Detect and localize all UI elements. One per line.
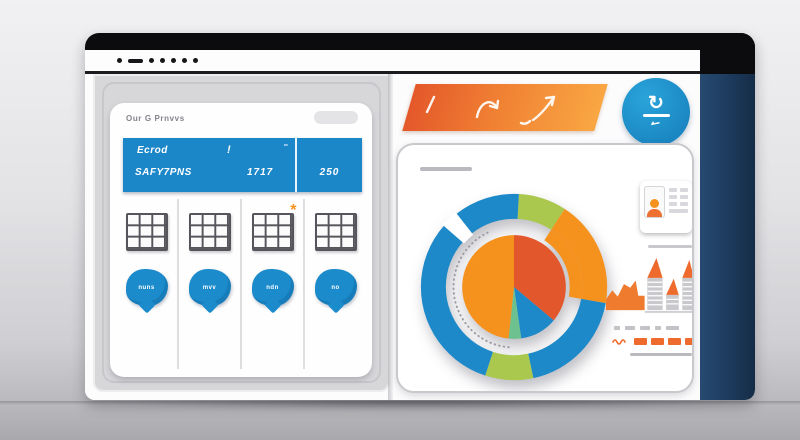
stat-side-value: 250 (319, 167, 340, 178)
sync-badge[interactable]: ↻ ↼ (622, 78, 690, 146)
calendar-column: * ndn (242, 199, 305, 369)
map-pin-icon[interactable]: no (314, 269, 357, 306)
pin-label: ndn (266, 284, 279, 291)
calendar-column: no (305, 199, 366, 369)
calendar-grid-icon[interactable]: * (251, 203, 297, 251)
device-corner (700, 33, 755, 74)
orange-dashes (612, 337, 692, 345)
schedule-card: Our G Prnvvs Ecrod ! -- SAFY7PNS 1717 25… (110, 103, 372, 377)
calendar-column: mvv (179, 199, 242, 369)
left-panel: Our G Prnvvs Ecrod ! -- SAFY7PNS 1717 25… (93, 74, 390, 392)
calendar-grid-icon[interactable] (125, 213, 168, 251)
laptop-screen: Our G Prnvvs Ecrod ! -- SAFY7PNS 1717 25… (85, 33, 755, 400)
toolbar-dots-icon (117, 58, 198, 63)
badge-divider (642, 113, 670, 117)
map-pin-icon[interactable]: mvv (188, 269, 231, 306)
pin-label: mvv (202, 284, 217, 291)
stats-banner: Ecrod ! -- SAFY7PNS 1717 250 (123, 138, 362, 192)
mini-bar-chart (606, 253, 692, 317)
refresh-icon: ↻ (648, 92, 664, 114)
toolbar-divider (85, 71, 700, 74)
right-panel: ↻ ↼ (393, 74, 700, 400)
browser-toolbar (85, 50, 700, 71)
card-title-placeholder (420, 167, 472, 171)
stat-corner-dash: -- (283, 140, 288, 149)
card-title: Our G Prnvvs (126, 114, 185, 123)
dashboard: Our G Prnvvs Ecrod ! -- SAFY7PNS 1717 25… (85, 74, 700, 400)
stat-mark: ! (227, 144, 231, 156)
calendar-columns: nuns mvv (116, 199, 366, 369)
pin-label: no (331, 284, 340, 291)
stat-code: SAFY7PNS (135, 167, 192, 178)
card-header: Our G Prnvvs (110, 103, 372, 138)
squiggle-icon (612, 339, 626, 345)
header-button[interactable] (314, 111, 358, 124)
calendar-column: nuns (116, 199, 179, 369)
desk-edge (0, 401, 800, 405)
arrow-icon: ↼ (650, 116, 662, 131)
sketch-arrows-icon (425, 95, 556, 125)
highlight-star-icon: * (290, 202, 297, 219)
analytics-card (396, 143, 694, 393)
legend-dashes (614, 326, 679, 330)
stat-label: Ecrod (137, 145, 168, 156)
device-side-bezel (700, 74, 755, 400)
pin-label: nuns (138, 284, 155, 291)
map-pin-icon[interactable]: ndn (251, 269, 294, 306)
avatar (644, 186, 665, 218)
map-pin-icon[interactable]: nuns (125, 269, 168, 306)
stat-value: 1717 (247, 167, 274, 178)
donut-chart (418, 191, 610, 383)
id-card-rows (669, 186, 688, 228)
calendar-grid-icon[interactable] (314, 213, 357, 251)
stats-side: 250 (297, 138, 362, 192)
divider-line (630, 353, 692, 356)
device-top-bar (85, 33, 755, 50)
stats-main: Ecrod ! -- SAFY7PNS 1717 (123, 138, 297, 192)
id-card-icon[interactable] (640, 181, 692, 233)
calendar-grid-icon[interactable] (188, 213, 231, 251)
divider-line (648, 245, 692, 248)
